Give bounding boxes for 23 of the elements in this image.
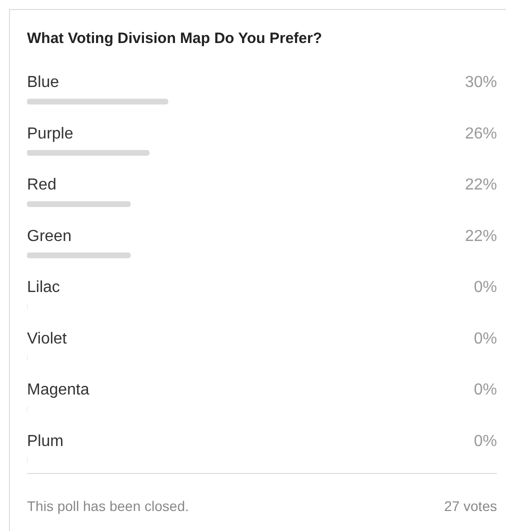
bar [27,98,168,104]
y-tick-label: Violet [27,330,68,348]
data-label: 0% [474,279,497,296]
data-label: 0% [474,382,497,399]
text: This poll has been closed. [27,498,189,514]
data-label: 30% [464,74,497,92]
data-label: 0% [474,432,497,450]
bar [27,252,131,258]
data-label: 26% [464,125,497,142]
y-tick-label: Magenta [27,382,90,399]
data-label: 22% [464,228,497,245]
bar [27,150,150,156]
chart-title: What Voting Division Map Do You Prefer? [27,30,322,47]
y-tick-label: Green [27,228,72,245]
y-tick-label: Lilac [27,279,60,296]
y-tick-label: Plum [27,432,64,450]
text: 27 votes [444,498,497,514]
bar [27,201,131,207]
y-tick-label: Red [27,176,56,194]
data-label: 0% [474,330,497,348]
y-tick-label: Blue [27,74,60,92]
y-tick-label: Purple [27,125,74,142]
data-label: 22% [464,176,497,194]
